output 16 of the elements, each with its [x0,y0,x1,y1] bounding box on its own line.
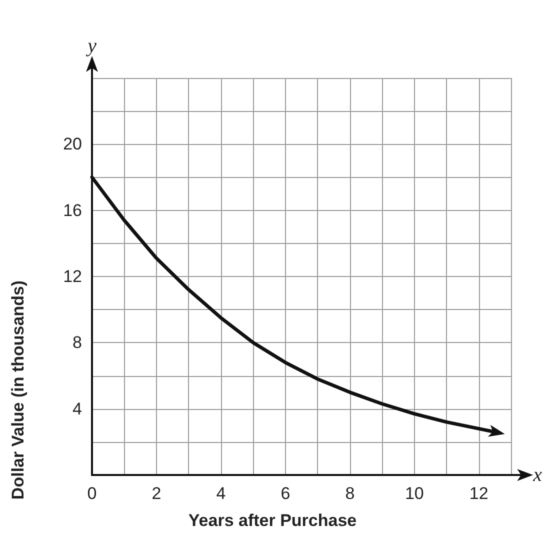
y-tick-label: 16 [63,200,82,220]
y-tick-label: 8 [72,333,82,352]
y-axis-title: Dollar Value (in thousands) [8,280,28,500]
x-tick-label: 0 [87,484,97,503]
y-tick-label: 4 [72,399,82,418]
x-tick-label: 12 [469,484,488,503]
text: x [532,464,542,486]
y-tick-label: 12 [63,267,82,286]
x-tick-label: 10 [404,484,424,503]
x-tick-label: 6 [280,484,290,503]
x-tick-label: 4 [216,484,226,503]
x-axis-title: Years after Purchase [188,511,357,530]
y-tick-label: 20 [63,134,82,154]
x-tick-label: 8 [345,484,355,503]
x-tick-label: 2 [152,484,162,503]
text: y [86,35,97,57]
